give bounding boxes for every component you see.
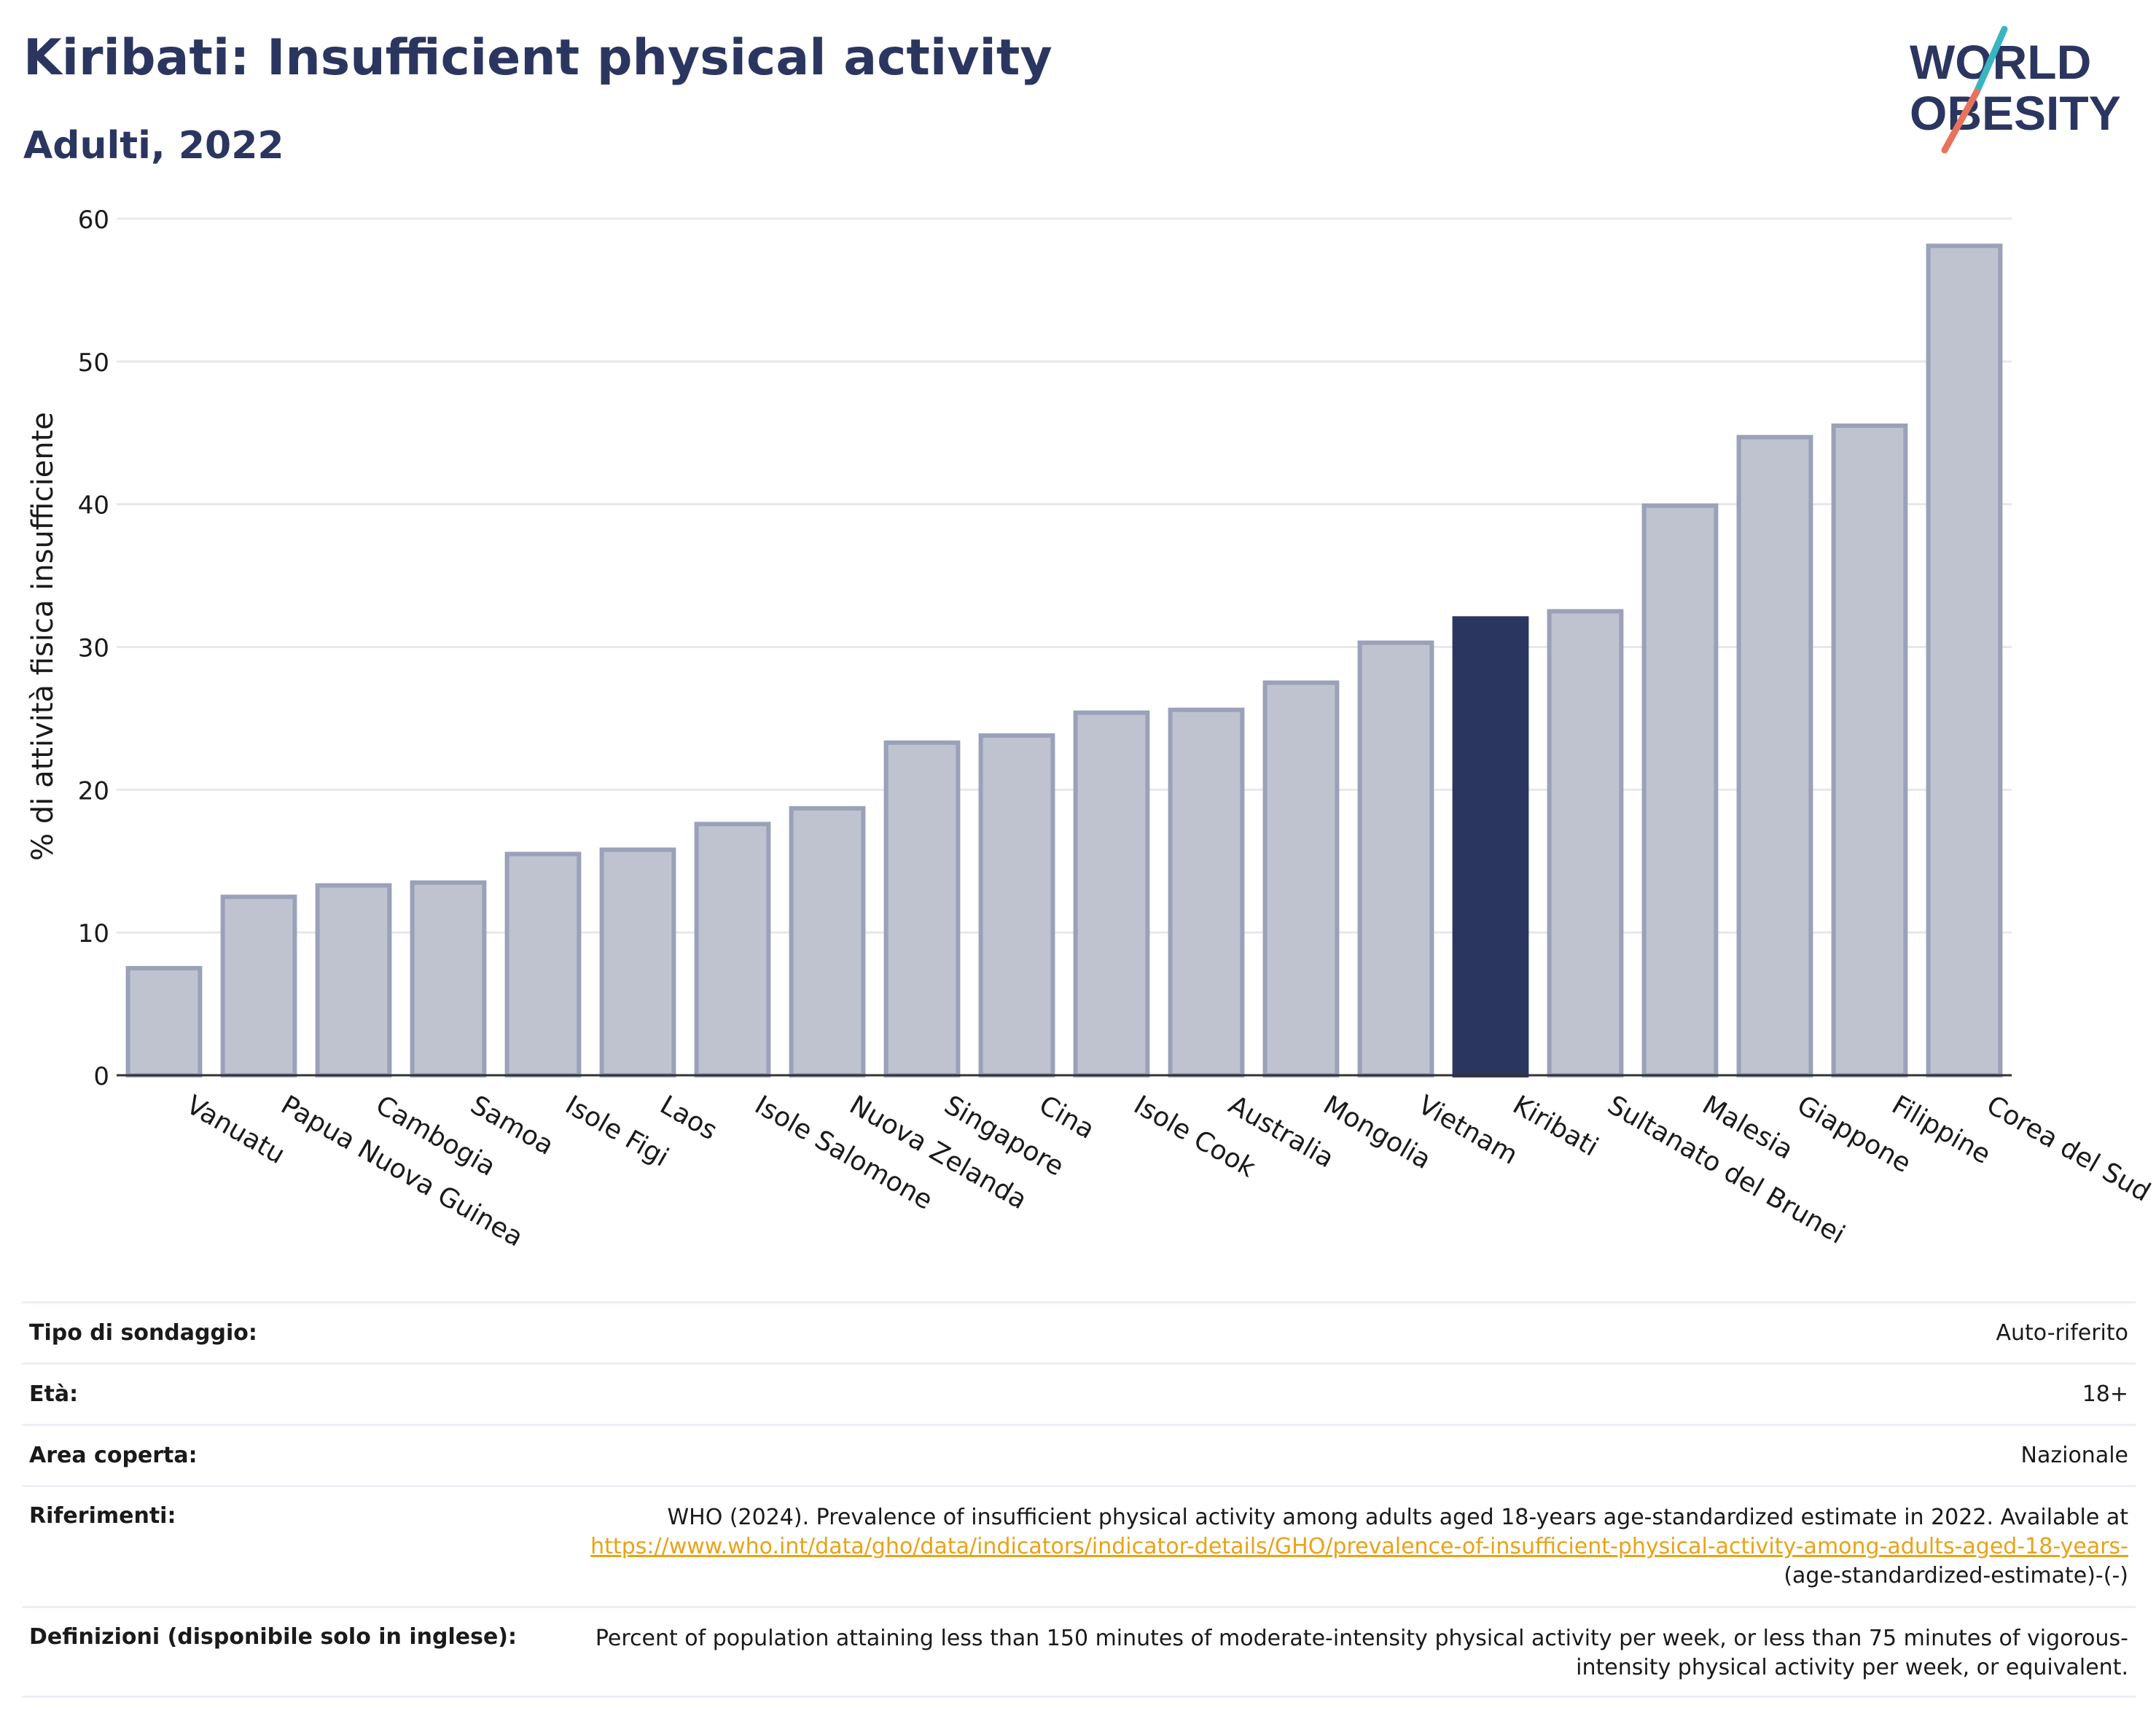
logo-line2: OBESITY [1910,86,2121,140]
y-tick-label: 20 [78,776,109,806]
bar-isole-salomone[interactable] [694,822,771,1077]
bar-cambogia[interactable] [315,883,392,1078]
bar-samoa[interactable] [410,880,487,1077]
info-value: Percent of population attaining less tha… [595,1626,2128,1680]
x-tick-label: Mongolia [1319,1090,1437,1175]
info-label: Definizioni (disponibile solo in inglese… [29,1624,517,1650]
info-row-area: Area coperta: Nazionale [22,1424,2136,1485]
bar-kiribati[interactable] [1452,616,1529,1077]
info-row-definitions: Definizioni (disponibile solo in inglese… [22,1606,2136,1698]
y-tick-label: 30 [78,634,109,663]
bar-mongolia[interactable] [1262,680,1340,1077]
reference-text: WHO (2024). Prevalence of insufficient p… [667,1505,2128,1530]
grid-layer [117,217,2012,934]
y-axis-label: % di attività fisica insufficiente [26,412,60,861]
x-tick-label: Cina [1034,1090,1100,1145]
reference-suffix: (age-standardized-estimate)-(-) [1784,1563,2128,1588]
info-value: WHO (2024). Prevalence of insufficient p… [561,1503,2128,1591]
reference-link[interactable]: https://www.who.int/data/gho/data/indica… [590,1534,2128,1559]
info-label: Area coperta: [29,1443,198,1468]
y-tick-label: 0 [93,1062,109,1091]
bar-cina[interactable] [978,733,1055,1078]
y-tick-label: 60 [78,206,109,235]
info-row-age: Età: 18+ [22,1362,2136,1424]
bar-isole-cook[interactable] [1073,710,1150,1077]
bar-malesia[interactable] [1641,503,1719,1077]
world-obesity-logo: WORLD OBESITY [1910,26,2121,154]
chart-subtitle: Adulti, 2022 [23,124,284,168]
bar-australia[interactable] [1168,707,1245,1078]
x-tick-label: Vanuatu [181,1090,290,1170]
x-tick-label: Corea del Sud [1982,1090,2156,1207]
bar-filippine[interactable] [1831,423,1908,1078]
bar-sultanato-del-brunei[interactable] [1547,609,1624,1077]
bar-nuova-zelanda[interactable] [789,806,866,1078]
info-row-references: Riferimenti: WHO (2024). Prevalence of i… [22,1485,2136,1606]
bar-isole-figi[interactable] [504,851,582,1077]
y-tick-label: 10 [78,919,109,948]
info-row-survey: Tipo di sondaggio: Auto-riferito [22,1301,2136,1362]
bar-corea-del-sud[interactable] [1926,243,2003,1077]
bars-layer [125,243,2003,1078]
info-value: Nazionale [2020,1442,2128,1468]
info-value: Auto-riferito [1996,1319,2128,1346]
info-label: Età: [29,1381,79,1407]
info-table: Tipo di sondaggio: Auto-riferito Età: 18… [22,1301,2136,1698]
x-tick-label: Laos [655,1090,722,1146]
chart-title: Kiribati: Insufficient physical activity [23,29,1052,87]
bar-singapore[interactable] [883,740,961,1077]
bar-papua-nuova-guinea[interactable] [220,894,297,1077]
logo-slash-coral [1941,88,1980,154]
logo-slash-teal [1973,26,2008,95]
bar-laos[interactable] [599,847,676,1077]
info-label: Riferimenti: [29,1503,176,1529]
x-tick-label: Isole Figi [561,1090,674,1172]
y-tick-label: 50 [78,348,109,378]
bar-vietnam[interactable] [1357,640,1434,1077]
bar-giappone[interactable] [1736,434,1813,1077]
x-tick-label: Kiribati [1508,1090,1604,1162]
bar-vanuatu[interactable] [125,966,203,1077]
info-value: 18+ [2082,1381,2128,1407]
y-tick-label: 40 [78,491,109,520]
info-label: Tipo di sondaggio: [29,1320,257,1346]
